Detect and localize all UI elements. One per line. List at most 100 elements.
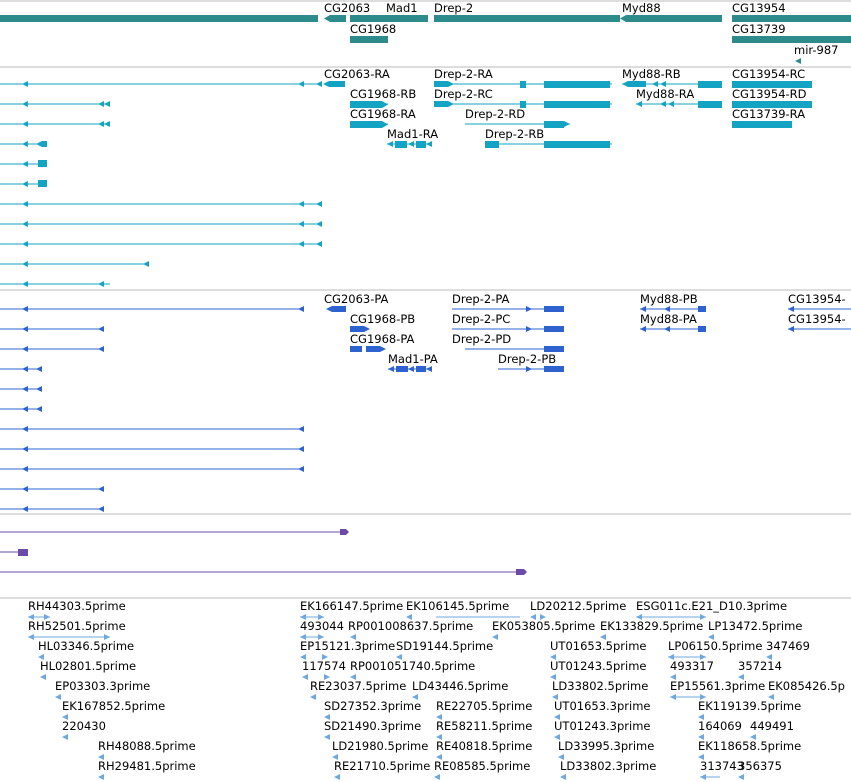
est-label: 449491 [750,719,794,733]
protein-label: Myd88-PB [640,292,698,306]
transcript-label: CG13954-RD [732,87,807,101]
gene-bar[interactable] [434,15,620,22]
est-label: EP15561.3prime [670,679,765,693]
est-label: RE22705.5prime [436,699,532,713]
transcript-label: Mad1-RA [387,127,438,141]
protein-label: CG13954- [788,292,846,306]
gene-label: CG1968 [350,22,396,36]
est-label: RH44303.5prime [28,599,126,613]
transcript-track: CG2063-RA Drep-2-RA Myd88-RB CG13954-RC … [0,67,812,287]
transcript-label: CG2063-RA [324,67,390,81]
est-label: RP001008637.5prime [348,619,473,633]
protein-label: Mad1-PA [388,352,438,366]
transcript-label: Drep-2-RC [434,87,493,101]
transcript-label: Myd88-RA [636,87,694,101]
est-label: UT01653.3prime [554,699,651,713]
est-label: ESG011c.E21_D10.3prime [636,599,787,613]
est-label: EP15121.3prime [300,639,395,653]
transcript-label: Drep-2-RA [434,67,493,81]
est-label: EP03303.3prime [55,679,150,693]
est-label: 220430 [62,719,106,733]
gene-bar[interactable] [620,15,722,22]
transcript-label: CG1968-RB [350,87,416,101]
transcript-exons[interactable] [22,81,812,287]
est-label: SD19144.5prime [396,639,493,653]
est-label: EK133829.5prime [600,619,703,633]
transcript-label: Drep-2-RD [465,107,525,121]
transcript-label: Myd88-RB [622,67,681,81]
est-label: HL03346.5prime [38,639,134,653]
est-label: RE08585.5prime [434,759,530,773]
protein-track: CG2063-PA Drep-2-PA Myd88-PB CG13954- CG… [0,292,851,512]
gene-bar[interactable] [795,58,801,64]
est-label: UT01243.5prime [550,659,647,673]
protein-introns [0,308,851,510]
gene-label: Mad1 [386,1,418,15]
gene-bar[interactable] [350,36,388,43]
gene-track: CG2063 Mad1 Drep-2 Myd88 CG13954 CG1968 … [0,1,851,64]
gene-bar[interactable] [732,36,851,43]
transcript-label: Drep-2-RB [485,127,544,141]
est-label: 493317 [670,659,714,673]
est-label: RP001051740.5prime [350,659,475,673]
transcript-label: CG13954-RC [732,67,805,81]
est-label: RE40818.5prime [436,739,532,753]
protein-exons[interactable] [22,306,794,512]
protein-label: Drep-2-PC [452,312,510,326]
est-label: LP13472.5prime [708,619,802,633]
est-label: RE58211.5prime [436,719,532,733]
other-feature-track[interactable] [0,529,527,575]
est-label: EK167852.5prime [62,699,165,713]
est-label: UT01243.3prime [554,719,651,733]
gene-label: Myd88 [622,1,661,15]
est-label: EK053805.5prime [492,619,595,633]
gene-label: CG2063 [324,1,370,15]
gene-bar[interactable] [0,15,318,22]
gene-bar[interactable] [732,15,851,22]
protein-label: CG13954- [788,312,846,326]
transcript-label: CG1968-RA [350,107,416,121]
est-label: 347469 [766,639,810,653]
protein-label: Drep-2-PD [452,332,511,346]
protein-label: Myd88-PA [640,312,697,326]
gene-features[interactable] [0,15,851,64]
gene-label: mir-987 [794,43,839,57]
protein-label: CG2063-PA [324,292,389,306]
gene-label: Drep-2 [434,1,473,15]
est-label: LD33802.3prime [560,759,656,773]
est-label: RH29481.5prime [98,759,196,773]
est-label: EK106145.5prime [406,599,509,613]
est-label: LD43446.5prime [412,679,508,693]
protein-label: Drep-2-PB [498,352,556,366]
protein-label: CG1968-PA [350,332,415,346]
est-label: RE23037.5prime [310,679,406,693]
est-label: 164069 [698,719,742,733]
gene-bar[interactable] [350,15,428,22]
est-label: HL02801.5prime [40,659,136,673]
est-label: RE21710.5prime [334,759,430,773]
est-features[interactable] [28,614,774,780]
gene-label: CG13739 [732,22,786,36]
est-label: 356375 [738,759,782,773]
est-label: EK118658.5prime [698,739,801,753]
est-label: 313743 [700,759,744,773]
gene-bar[interactable] [324,15,346,22]
est-label: RH52501.5prime [28,619,126,633]
est-label: LD33802.5prime [552,679,648,693]
protein-label: CG1968-PB [350,312,415,326]
est-label: EK119139.5prime [698,699,801,713]
transcript-label: CG13739-RA [732,107,805,121]
est-label: LD33995.3prime [558,739,654,753]
est-label: 117574 [302,659,346,673]
est-label: RH48088.5prime [98,739,196,753]
est-track: RH44303.5prime RH52501.5prime HL03346.5p… [28,599,845,780]
est-label: 493044 [300,619,344,633]
est-label: EK166147.5prime [300,599,403,613]
protein-label: Drep-2-PA [452,292,510,306]
est-label: UT01653.5prime [550,639,647,653]
gene-label: CG13954 [732,1,786,15]
est-label: 357214 [738,659,782,673]
est-label: LD21980.5prime [332,739,428,753]
